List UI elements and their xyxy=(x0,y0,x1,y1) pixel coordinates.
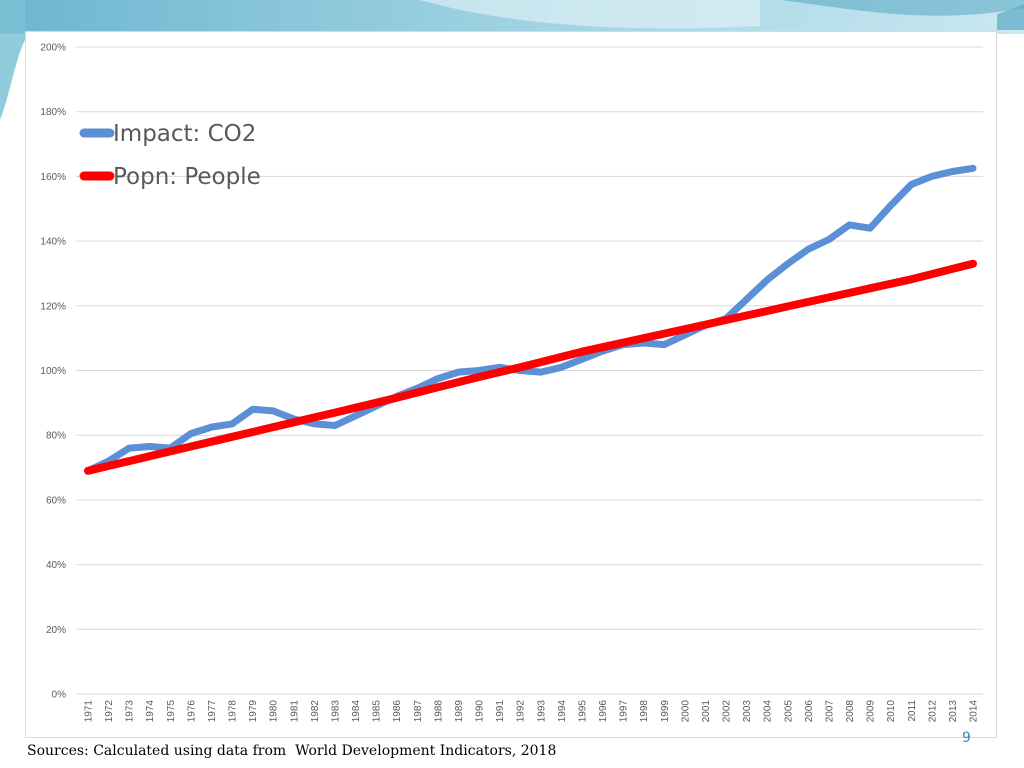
x-axis-ticks: 1971 1972 1973 1974 1975 1976 1977 1978 1979 1980… xyxy=(84,700,980,723)
x-tick-label: 1987 xyxy=(413,700,424,723)
y-tick-label: 100% xyxy=(40,366,66,377)
x-tick-label: 1988 xyxy=(433,700,444,723)
x-tick-label: 2010 xyxy=(886,700,897,723)
x-tick-label: 1981 xyxy=(289,700,300,723)
x-tick-label: 1979 xyxy=(248,700,259,723)
y-tick-label: 80% xyxy=(46,431,66,442)
x-tick-label: 2003 xyxy=(742,700,753,723)
y-tick-label: 40% xyxy=(46,560,66,571)
x-tick-label: 1996 xyxy=(598,700,609,723)
series-line-co2 xyxy=(84,164,977,475)
y-tick-label: 120% xyxy=(40,301,66,312)
x-tick-label: 2013 xyxy=(948,700,959,723)
y-tick-label: 20% xyxy=(46,625,66,636)
x-tick-label: 2000 xyxy=(680,700,691,723)
x-tick-label: 2012 xyxy=(927,700,938,723)
x-tick-label: 1974 xyxy=(145,700,156,723)
page-number: 9 xyxy=(962,730,971,746)
x-tick-label: 2011 xyxy=(907,700,918,722)
x-tick-label: 2008 xyxy=(845,700,856,723)
x-tick-label: 1998 xyxy=(639,700,650,723)
x-tick-label: 1982 xyxy=(310,700,321,723)
legend-label-people: Popn: People xyxy=(113,164,261,190)
x-tick-label: 1999 xyxy=(660,700,671,723)
line-chart: 0% 20% 40% 60% 80% 100% 120% 140% 160% 180% 200% 1… xyxy=(40,43,983,723)
banner-wave-right xyxy=(780,0,1024,16)
x-tick-label: 1993 xyxy=(536,700,547,723)
y-tick-label: 0% xyxy=(52,690,67,701)
x-tick-label: 1989 xyxy=(454,700,465,723)
x-tick-label: 1995 xyxy=(577,700,588,723)
x-tick-label: 2007 xyxy=(824,700,835,723)
x-tick-label: 1980 xyxy=(269,700,280,723)
banner-wave-center xyxy=(420,0,760,29)
x-tick-label: 2009 xyxy=(866,700,877,723)
legend-label-co2: Impact: CO2 xyxy=(113,121,256,147)
x-tick-label: 1990 xyxy=(475,700,486,723)
y-tick-label: 200% xyxy=(40,43,66,54)
series-lines xyxy=(84,164,977,475)
x-tick-label: 2002 xyxy=(722,700,733,723)
x-tick-label: 1977 xyxy=(207,700,218,723)
y-tick-label: 60% xyxy=(46,495,66,506)
x-tick-label: 2006 xyxy=(804,700,815,723)
source-note: Sources: Calculated using data from Worl… xyxy=(27,743,557,759)
x-tick-label: 1983 xyxy=(330,700,341,723)
x-tick-label: 2001 xyxy=(701,700,712,723)
x-tick-label: 2004 xyxy=(763,700,774,723)
banner-wave-left xyxy=(0,0,25,120)
x-tick-label: 1991 xyxy=(495,700,506,723)
x-tick-label: 1971 xyxy=(84,700,95,723)
banner-wave-right-2 xyxy=(997,4,1024,30)
x-tick-label: 1975 xyxy=(166,700,177,723)
x-tick-label: 1984 xyxy=(351,700,362,723)
x-tick-label: 1986 xyxy=(392,700,403,723)
x-tick-label: 1976 xyxy=(186,700,197,723)
y-tick-label: 180% xyxy=(40,107,66,118)
x-tick-label: 2005 xyxy=(783,700,794,723)
x-tick-label: 1972 xyxy=(104,700,115,723)
y-tick-label: 160% xyxy=(40,172,66,183)
series-line-people xyxy=(84,259,977,475)
x-tick-label: 2014 xyxy=(969,700,980,723)
x-tick-label: 1973 xyxy=(125,700,136,723)
x-tick-label: 1992 xyxy=(516,700,527,723)
x-tick-label: 1994 xyxy=(557,700,568,723)
chart-panel: 0% 20% 40% 60% 80% 100% 120% 140% 160% 180% 200% 1… xyxy=(25,31,997,738)
x-tick-label: 1997 xyxy=(619,700,630,723)
y-tick-label: 140% xyxy=(40,237,66,248)
chart-legend: Impact: CO2 Popn: People xyxy=(79,121,261,190)
y-axis-ticks: 0% 20% 40% 60% 80% 100% 120% 140% 160% 180% 200% xyxy=(40,43,66,701)
x-tick-label: 1978 xyxy=(228,700,239,723)
x-tick-label: 1985 xyxy=(372,700,383,723)
